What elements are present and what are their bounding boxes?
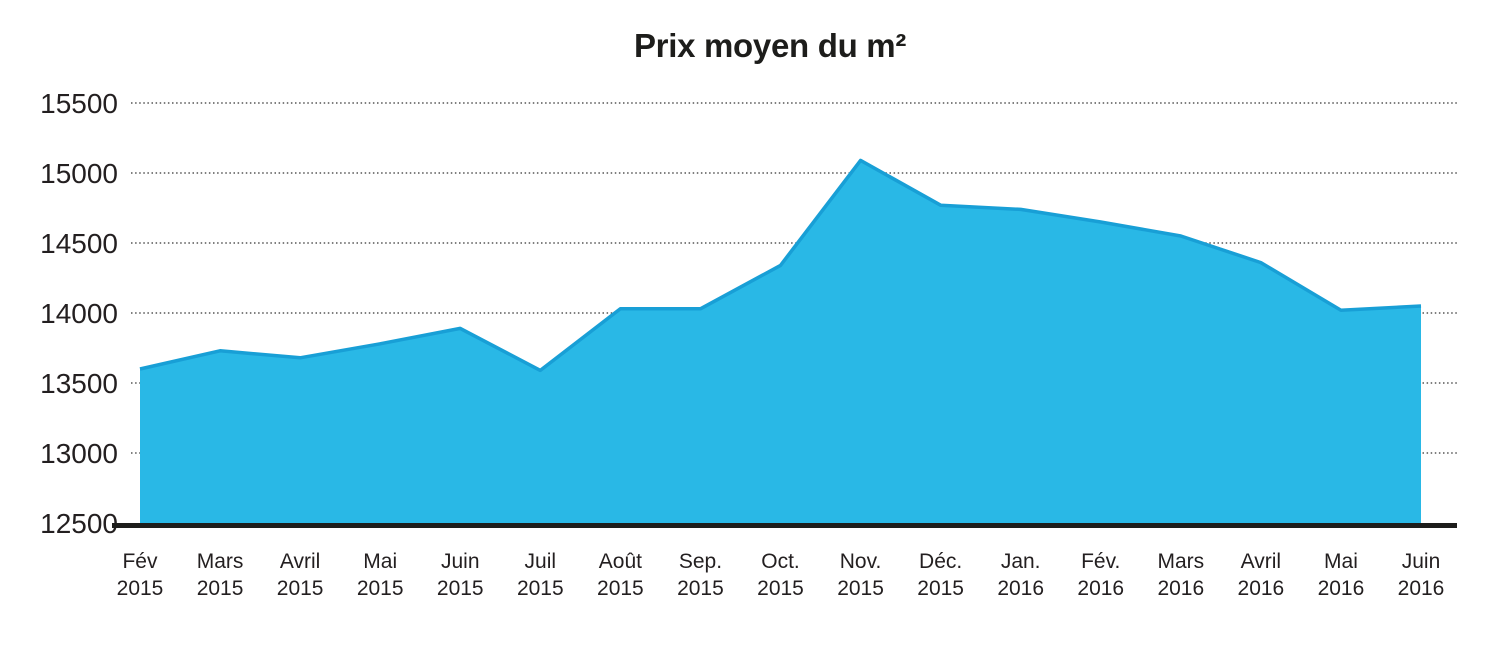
- x-axis-tick-label: Déc. 2015: [917, 550, 964, 600]
- y-axis-tick-label: 14000: [40, 298, 118, 329]
- y-axis-tick-label: 13000: [40, 438, 118, 469]
- x-axis-tick-label: Mai 2016: [1318, 550, 1365, 600]
- price-line: [139, 158, 1422, 373]
- chart-title: Prix moyen du m²: [633, 27, 907, 64]
- x-axis-tick-label: Avril 2015: [277, 550, 324, 600]
- x-axis-tick-label: Août 2015: [597, 550, 644, 600]
- x-axis-tick-label: Juin 2016: [1398, 550, 1445, 600]
- y-axis-tick-label: 13500: [40, 368, 118, 399]
- y-axis-tick-label: 12500: [40, 508, 118, 539]
- x-axis-tick-label: Juin 2015: [437, 550, 484, 600]
- x-axis-tick-label: Jan. 2016: [997, 550, 1044, 600]
- x-axis-tick-label: Sep. 2015: [677, 550, 724, 600]
- x-axis-tick-label: Nov. 2015: [837, 550, 884, 600]
- y-axis-tick-label: 15000: [40, 158, 118, 189]
- x-axis-tick-label: Juil 2015: [517, 550, 564, 600]
- x-axis-tick-label: Mars 2015: [197, 550, 244, 600]
- price-area: [140, 160, 1421, 525]
- x-axis-tick-label: Fév. 2016: [1077, 550, 1124, 600]
- x-axis-line: [112, 523, 1457, 528]
- x-axis-tick-label: Oct. 2015: [757, 550, 804, 600]
- y-axis-tick-label: 15500: [40, 88, 118, 119]
- x-axis-tick-label: Fév 2015: [117, 550, 164, 600]
- x-axis-tick-label: Mai 2015: [357, 550, 404, 600]
- x-axis-tick-label: Mars 2016: [1157, 550, 1204, 600]
- x-axis-tick-label: Avril 2016: [1238, 550, 1285, 600]
- y-axis-tick-label: 14500: [40, 228, 118, 259]
